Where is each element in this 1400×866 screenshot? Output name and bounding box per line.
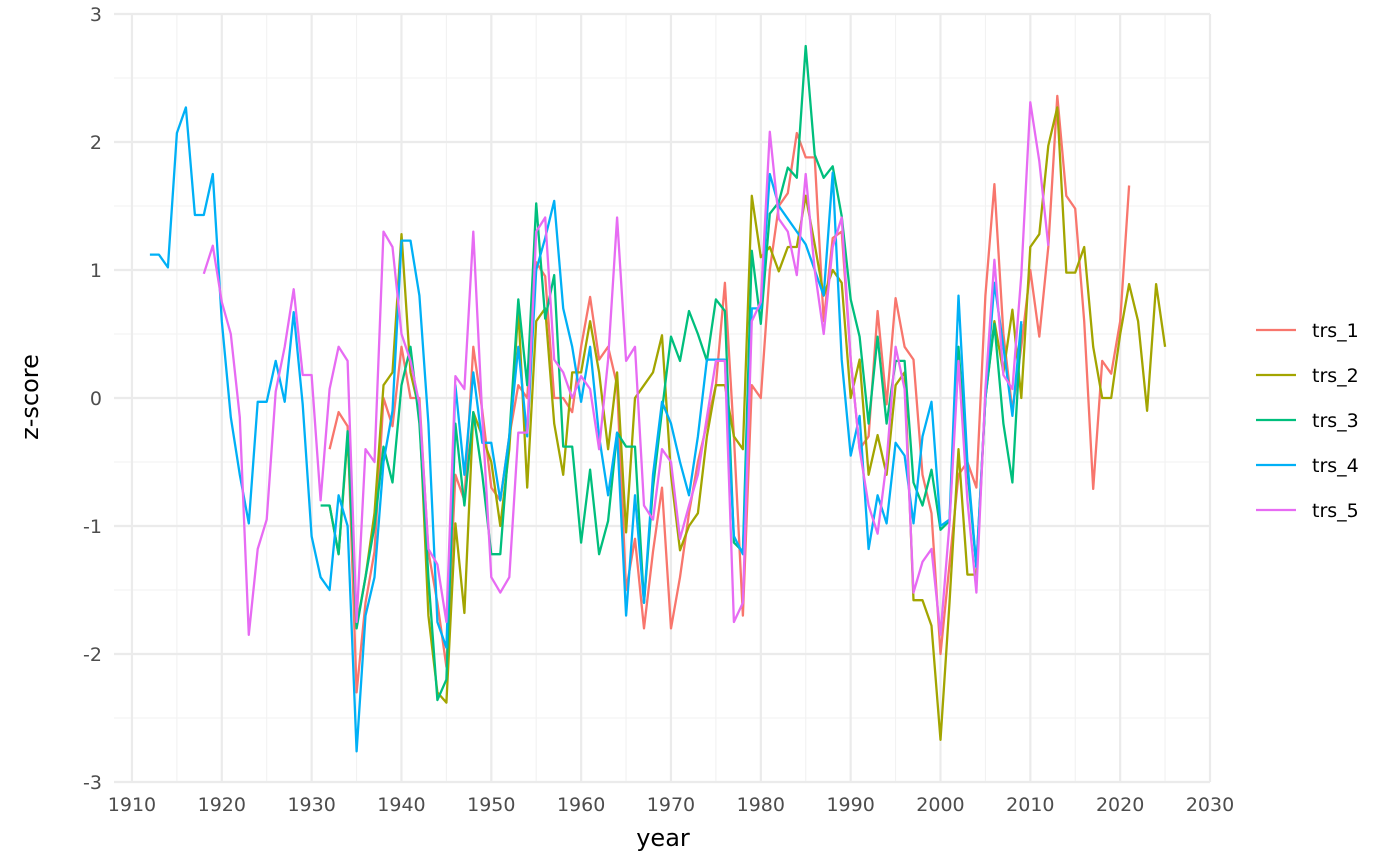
x-tick-label: 1920 — [198, 794, 246, 816]
grid-lines — [114, 12, 1212, 784]
x-tick-label: 1930 — [287, 794, 335, 816]
x-tick-label: 1970 — [647, 794, 695, 816]
y-axis-title: z-score — [16, 354, 44, 440]
y-tick-label: -3 — [83, 772, 102, 794]
x-tick-label: 1990 — [826, 794, 874, 816]
x-tick-label: 1950 — [467, 794, 515, 816]
x-tick-label: 2000 — [916, 794, 964, 816]
x-tick-label: 1940 — [377, 794, 425, 816]
y-tick-label: 1 — [90, 260, 102, 282]
series-line-trs-4 — [149, 106, 1023, 753]
y-tick-label: 2 — [90, 132, 102, 154]
x-tick-label: 2030 — [1186, 794, 1234, 816]
legend-label-trs-3: trs_3 — [1312, 410, 1359, 432]
y-tick-label: 0 — [90, 388, 102, 410]
series-line-trs-3 — [320, 44, 1023, 702]
x-tick-label: 1980 — [737, 794, 785, 816]
y-tick-label: -2 — [83, 644, 102, 666]
y-tick-label: -1 — [83, 516, 102, 538]
x-axis-ticks: 1910 1920 1930 1940 1950 1960 1970 1980 1990 2000… — [108, 794, 1234, 816]
legend: trs_1 trs_2 trs_3 trs_4 trs_5 — [1256, 320, 1359, 522]
legend-label-trs-1: trs_1 — [1312, 320, 1359, 342]
series-lines — [149, 44, 1167, 753]
x-tick-label: 1960 — [557, 794, 605, 816]
y-axis-ticks: -3 -2 -1 0 1 2 3 — [83, 4, 102, 794]
legend-label-trs-5: trs_5 — [1312, 500, 1359, 522]
legend-label-trs-2: trs_2 — [1312, 365, 1359, 387]
legend-label-trs-4: trs_4 — [1312, 455, 1359, 477]
x-tick-label: 1910 — [108, 794, 156, 816]
series-line-trs-5 — [202, 101, 1050, 636]
x-axis-title: year — [636, 824, 690, 852]
x-tick-label: 2020 — [1096, 794, 1144, 816]
series-line-trs-2 — [328, 106, 1167, 741]
x-tick-label: 2010 — [1006, 794, 1054, 816]
y-tick-label: 3 — [90, 4, 102, 26]
